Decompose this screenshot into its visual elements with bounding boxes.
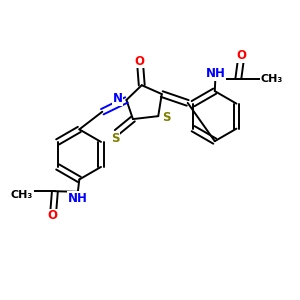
Text: O: O	[237, 49, 247, 62]
Text: O: O	[47, 209, 58, 223]
Text: NH: NH	[68, 192, 88, 205]
Text: S: S	[111, 132, 119, 145]
Text: NH: NH	[206, 67, 225, 80]
Text: CH₃: CH₃	[260, 74, 282, 84]
Text: O: O	[135, 55, 145, 68]
Text: N: N	[112, 92, 123, 105]
Text: S: S	[162, 111, 171, 124]
Text: CH₃: CH₃	[11, 190, 33, 200]
